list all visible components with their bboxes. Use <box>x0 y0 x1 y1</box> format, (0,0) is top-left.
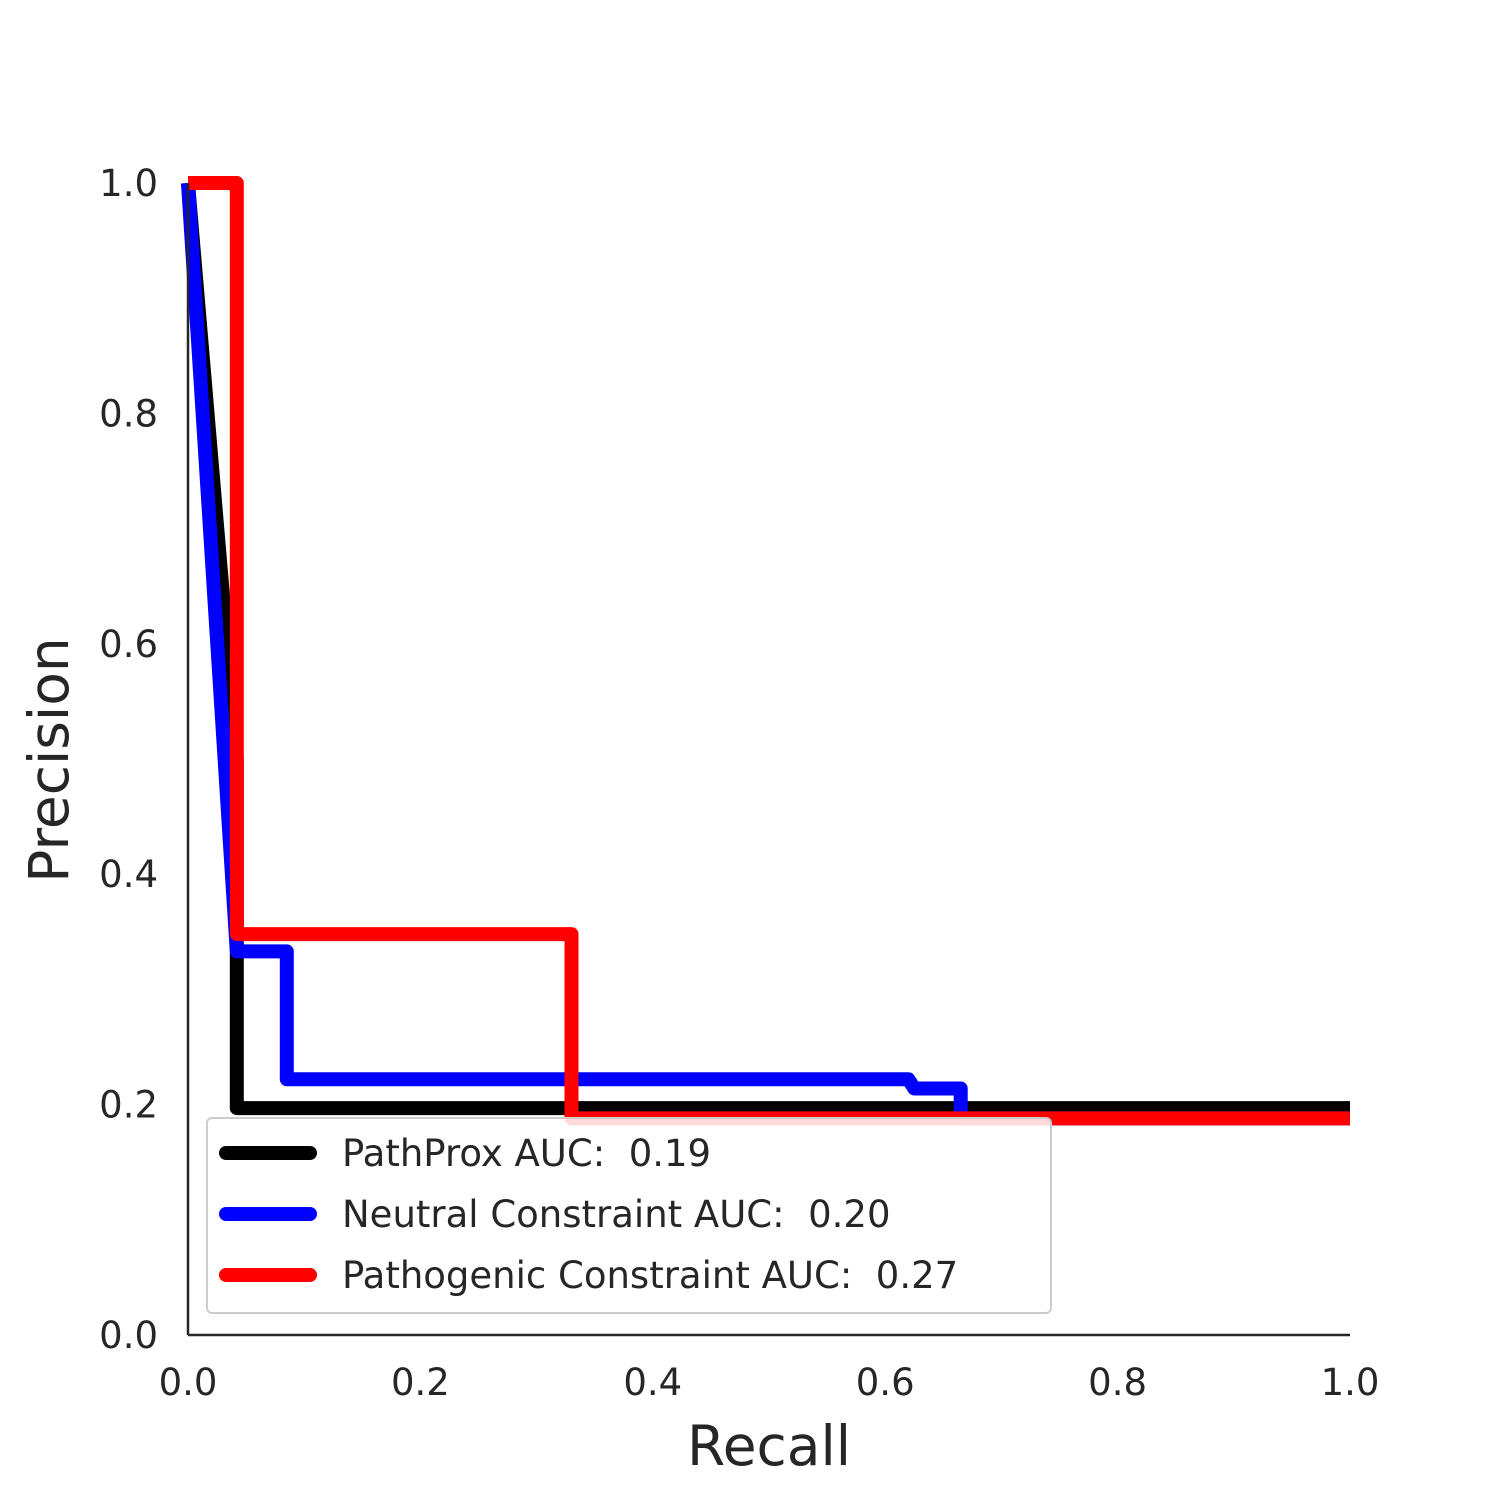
series-layer <box>181 176 1350 1126</box>
y-tick-label: 0.4 <box>99 853 158 896</box>
x-tick-label: 0.4 <box>623 1361 682 1404</box>
x-axis-title: Recall <box>687 1414 851 1478</box>
x-tick-label: 0.2 <box>391 1361 450 1404</box>
legend-label-2: Neutral Constraint AUC: 0.20 <box>342 1193 891 1236</box>
ticks-layer: 0.0 0.2 0.4 0.6 0.8 1.0 0.0 0.2 0.4 0.6 0.8 1.0 <box>99 162 1379 1404</box>
legend-label-1: PathProx AUC: 0.19 <box>342 1132 711 1175</box>
y-tick-label: 0.8 <box>99 392 158 435</box>
y-tick-label: 0.2 <box>99 1084 158 1127</box>
x-tick-label: 1.0 <box>1321 1361 1380 1404</box>
series-line-1 <box>181 182 1350 1116</box>
y-tick-label: 1.0 <box>99 162 158 205</box>
legend: PathProx AUC: 0.19 Neutral Constraint AUC… <box>206 1117 1052 1314</box>
x-tick-label: 0.8 <box>1088 1361 1147 1404</box>
y-axis-title: Precision <box>17 637 81 882</box>
legend-frame <box>206 1117 1052 1314</box>
legend-items: PathProx AUC: 0.19 Neutral Constraint AUC… <box>219 1132 958 1297</box>
y-tick-label: 0.6 <box>99 623 158 666</box>
series-line-3 <box>188 176 1350 1126</box>
legend-label-3: Pathogenic Constraint AUC: 0.27 <box>342 1254 958 1297</box>
x-tick-label: 0.6 <box>856 1361 915 1404</box>
x-tick-label: 0.0 <box>159 1361 218 1404</box>
series-line-2 <box>181 182 1350 1126</box>
y-tick-label: 0.0 <box>99 1314 158 1357</box>
